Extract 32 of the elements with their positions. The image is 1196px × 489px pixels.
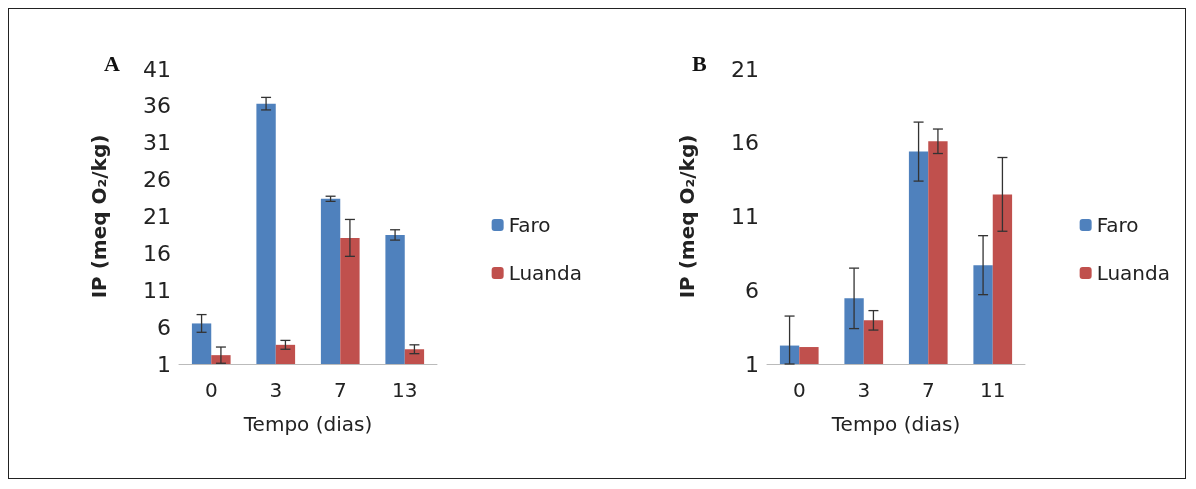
- y-tick-label: 1: [157, 351, 171, 377]
- x-tick-label: 0: [792, 378, 806, 402]
- y-tick-label: 21: [143, 204, 171, 229]
- y-axis-title: IP (meq O₂/kg): [675, 134, 699, 299]
- x-axis-title: Tempo (dias): [830, 412, 961, 436]
- legend-label: Luanda: [508, 261, 583, 285]
- x-tick-label: 11: [980, 378, 1006, 402]
- legend-label: Faro: [1096, 213, 1139, 237]
- y-axis-title: IP (meq O₂/kg): [87, 134, 111, 299]
- y-tick-label: 26: [143, 167, 171, 193]
- legend-label: Luanda: [1096, 261, 1171, 285]
- y-tick-label: 21: [731, 56, 759, 82]
- x-tick-label: 0: [204, 378, 218, 402]
- y-tick-label: 1: [745, 351, 759, 377]
- chart-title: B: [692, 50, 707, 76]
- y-tick-label: 11: [731, 204, 759, 229]
- y-tick-label: 11: [143, 277, 171, 303]
- y-tick-label: 16: [143, 240, 171, 266]
- y-tick-label: 6: [745, 277, 759, 303]
- x-tick-label: 7: [333, 378, 347, 402]
- x-tick-label: 3: [857, 378, 871, 402]
- y-tick-label: 36: [143, 93, 171, 119]
- chart-title: A: [104, 50, 120, 76]
- y-tick-label: 6: [157, 314, 171, 340]
- x-tick-label: 3: [269, 378, 283, 402]
- legend-label: Faro: [508, 213, 551, 237]
- x-axis-title: Tempo (dias): [242, 412, 373, 436]
- x-tick-label: 7: [921, 378, 935, 402]
- x-tick-label: 13: [392, 378, 418, 402]
- y-tick-label: 41: [143, 56, 171, 82]
- y-tick-label: 16: [731, 130, 759, 156]
- y-tick-label: 31: [143, 130, 171, 156]
